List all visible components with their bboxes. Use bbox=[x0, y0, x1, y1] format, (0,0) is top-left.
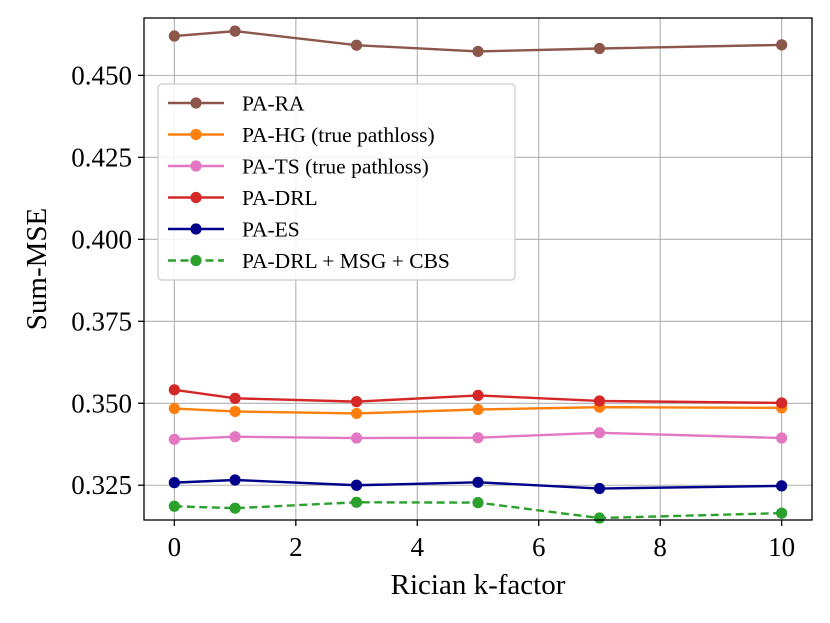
series-pa-drl-msg-cbs bbox=[168, 496, 788, 524]
y-tick-label: 0.400 bbox=[71, 224, 132, 254]
data-point bbox=[593, 512, 606, 524]
y-tick-label: 0.425 bbox=[71, 142, 132, 172]
data-point bbox=[168, 500, 180, 512]
data-point bbox=[229, 431, 241, 443]
data-point bbox=[229, 502, 241, 514]
legend-marker bbox=[190, 160, 202, 172]
y-tick-label: 0.450 bbox=[71, 60, 132, 90]
data-point bbox=[168, 384, 180, 396]
legend-marker bbox=[190, 191, 202, 204]
x-tick-label: 8 bbox=[653, 532, 667, 562]
legend-label: PA-DRL bbox=[242, 186, 318, 210]
data-point bbox=[776, 507, 788, 519]
x-axis-label: Rician k-factor bbox=[391, 569, 566, 601]
legend-item: PA-RA bbox=[168, 92, 305, 116]
legend-label: PA-HG (true pathloss) bbox=[242, 123, 435, 147]
legend-item: PA-DRL bbox=[168, 186, 318, 210]
legend-item: PA-TS (true pathloss) bbox=[168, 155, 429, 179]
data-point bbox=[776, 480, 788, 492]
series-line bbox=[174, 501, 782, 520]
series-lines bbox=[168, 25, 788, 524]
legend-label: PA-DRL + MSG + CBS bbox=[242, 249, 450, 273]
series-pa-es bbox=[168, 474, 788, 495]
series-pa-ts-true-pathloss bbox=[168, 427, 788, 445]
series-line bbox=[174, 29, 782, 53]
data-point bbox=[168, 477, 180, 489]
x-tick-label: 0 bbox=[168, 532, 182, 562]
series-line bbox=[174, 406, 782, 415]
data-point bbox=[350, 496, 363, 508]
data-point bbox=[593, 42, 606, 55]
data-point bbox=[472, 497, 484, 509]
y-tick-label: 0.325 bbox=[71, 470, 132, 500]
data-point bbox=[472, 476, 484, 488]
legend-item: PA-HG (true pathloss) bbox=[168, 123, 435, 147]
data-point bbox=[593, 427, 606, 439]
data-point bbox=[350, 396, 363, 408]
legend-item: PA-ES bbox=[168, 218, 300, 242]
series-line bbox=[174, 478, 782, 490]
data-point bbox=[593, 482, 606, 495]
data-point bbox=[593, 395, 606, 407]
data-point bbox=[350, 39, 363, 51]
y-tick-label: 0.375 bbox=[71, 306, 132, 336]
series-pa-ra bbox=[168, 25, 788, 58]
legend-marker bbox=[190, 223, 202, 235]
series-line bbox=[174, 431, 782, 441]
x-tick-label: 10 bbox=[768, 532, 795, 562]
data-point bbox=[168, 402, 180, 415]
legend-item: PA-DRL + MSG + CBS bbox=[168, 249, 450, 273]
plot-frame bbox=[143, 17, 813, 521]
x-tick-label: 4 bbox=[411, 532, 425, 562]
data-point bbox=[168, 433, 180, 445]
data-point bbox=[776, 39, 788, 51]
data-point bbox=[168, 30, 180, 42]
legend-label: PA-RA bbox=[242, 92, 305, 116]
y-tick-label: 0.350 bbox=[71, 388, 132, 418]
series-line bbox=[174, 388, 782, 405]
data-point bbox=[350, 479, 363, 491]
data-point bbox=[472, 403, 484, 416]
legend-label: PA-TS (true pathloss) bbox=[242, 155, 429, 179]
data-point bbox=[350, 432, 363, 444]
data-point bbox=[776, 397, 788, 409]
legend: PA-RA PA-HG (true pathloss) PA-TS (true pa… bbox=[157, 83, 516, 281]
x-tick-label: 2 bbox=[289, 532, 303, 562]
legend-box bbox=[157, 83, 516, 281]
data-point bbox=[472, 389, 484, 402]
legend-marker bbox=[190, 97, 202, 109]
data-point bbox=[229, 25, 241, 37]
data-point bbox=[229, 405, 241, 418]
legend-marker bbox=[190, 128, 202, 141]
legend-marker bbox=[190, 254, 202, 267]
data-point bbox=[229, 392, 241, 404]
data-point bbox=[776, 432, 788, 444]
series-pa-hg-true-pathloss bbox=[168, 401, 788, 420]
data-point bbox=[350, 407, 363, 420]
x-tick-label: 6 bbox=[532, 532, 546, 562]
data-point bbox=[472, 45, 484, 58]
axis-ticks: 0 2 4 6 8 10 0.325 0.350 0.375 0.400 0.425 0.450 bbox=[71, 60, 795, 562]
y-axis-label: Sum-MSE bbox=[21, 208, 53, 330]
data-point bbox=[229, 474, 241, 486]
data-point bbox=[472, 432, 484, 444]
series-pa-drl bbox=[168, 384, 788, 409]
legend-label: PA-ES bbox=[242, 218, 300, 242]
